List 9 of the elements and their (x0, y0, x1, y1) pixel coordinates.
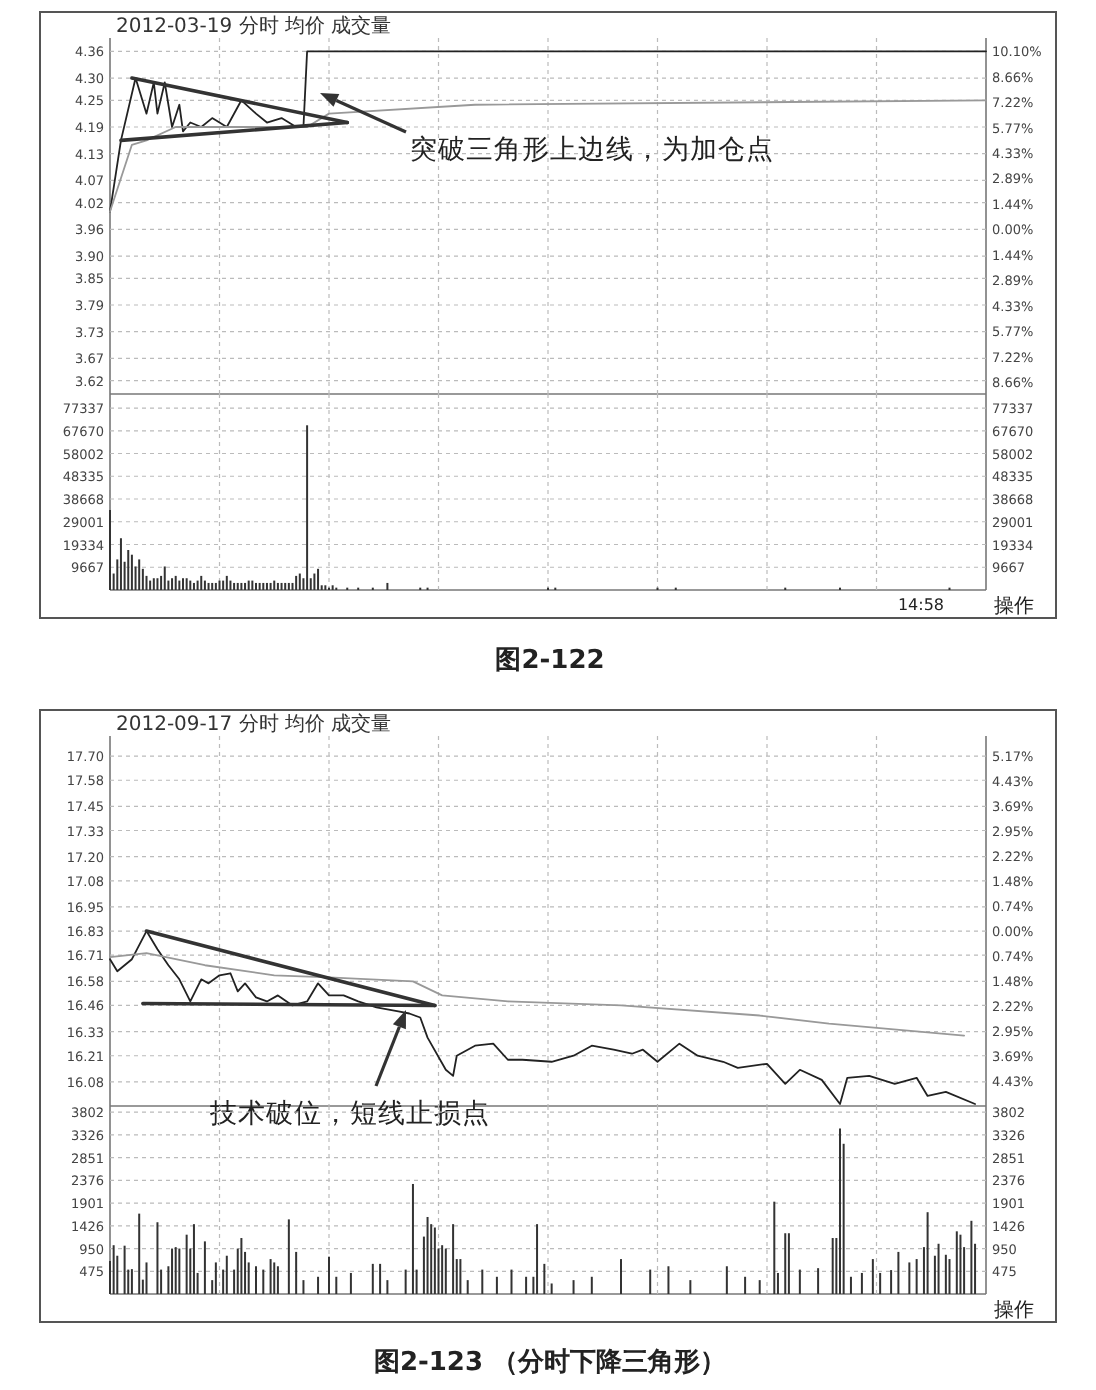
text: 操作 (994, 594, 1034, 618)
text: 操作 (994, 1298, 1034, 1322)
chart-subtitle: 2012-09-17 分时 均价 成交量 (116, 712, 392, 736)
caption: 图2-123 （分时下降三角形） (373, 1348, 727, 1378)
annotation: 突破三角形上边线，为加仓点 (410, 134, 774, 166)
chart-subtitle: 2012-03-19 分时 均价 成交量 (116, 14, 392, 38)
caption: 图2-122 (495, 646, 605, 676)
annotation: 技术破位，短线止损点 (208, 1098, 490, 1130)
text: 14:58 (897, 596, 944, 614)
